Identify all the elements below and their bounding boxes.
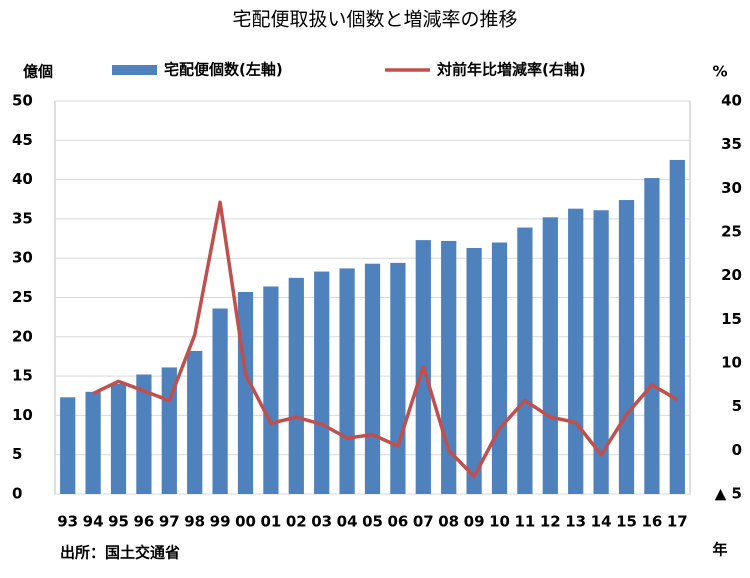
bar — [441, 240, 457, 494]
x-tick-label: 15 — [616, 513, 637, 531]
bar — [136, 374, 152, 494]
y2-tick-label: ▲ 5 — [715, 485, 742, 503]
bar — [390, 262, 406, 494]
bar — [364, 263, 381, 494]
bar — [517, 227, 533, 494]
y-tick-label: 25 — [12, 288, 33, 306]
bar — [60, 397, 76, 494]
x-tick-label: 11 — [514, 513, 535, 531]
x-tick-label: 10 — [489, 513, 510, 531]
bar — [669, 159, 685, 494]
x-tick-label: 02 — [286, 513, 307, 531]
y2-axis-label: % — [712, 63, 727, 81]
legend-label: 対前年比増減率(右軸) — [436, 61, 586, 79]
y-tick-label: 0 — [12, 485, 22, 503]
y-tick-label: 30 — [12, 249, 33, 267]
y-tick-label: 10 — [12, 406, 33, 424]
bar — [212, 308, 228, 494]
y-axis-label: 億個 — [23, 63, 53, 81]
x-tick-label: 93 — [57, 513, 78, 531]
x-tick-label: 07 — [413, 513, 434, 531]
y-tick-label: 45 — [12, 131, 33, 149]
y2-tick-label: 10 — [721, 354, 742, 372]
bar — [618, 200, 635, 494]
x-tick-label: 17 — [667, 513, 688, 531]
y2-tick-label: 35 — [721, 135, 742, 153]
x-tick-label: 12 — [540, 513, 561, 531]
y2-tick-label: 20 — [721, 266, 742, 284]
y2-tick-label: 5 — [732, 397, 742, 415]
y2-tick-label: 40 — [721, 92, 742, 110]
bar — [542, 217, 558, 494]
bar — [466, 247, 482, 494]
x-tick-label: 97 — [159, 513, 180, 531]
x-tick-label: 00 — [235, 513, 256, 531]
x-tick-label: 06 — [387, 513, 408, 531]
x-tick-label: 05 — [362, 513, 383, 531]
x-tick-label: 08 — [438, 513, 459, 531]
y-tick-label: 20 — [12, 327, 33, 345]
bar — [314, 271, 330, 494]
x-tick-label: 01 — [260, 513, 281, 531]
x-tick-label: 98 — [184, 513, 205, 531]
source: 出所：国土交通省 — [60, 544, 180, 562]
legend-label: 宅配便個数(左軸) — [164, 61, 283, 79]
bar — [593, 210, 609, 494]
x-axis-label: 年 — [712, 541, 727, 559]
chart-title: 宅配便取扱い個数と増減率の推移 — [232, 9, 517, 31]
x-tick-label: 13 — [565, 513, 586, 531]
y-tick-label: 15 — [12, 367, 33, 385]
bar — [85, 391, 101, 494]
bar — [288, 277, 304, 494]
legend-swatch — [112, 65, 157, 75]
y-tick-label: 40 — [12, 170, 33, 188]
x-tick-label: 14 — [591, 513, 612, 531]
y2-tick-label: 30 — [721, 179, 742, 197]
y-tick-label: 35 — [12, 209, 33, 227]
bar — [237, 291, 254, 494]
y2-tick-label: 15 — [721, 310, 742, 328]
bar — [339, 268, 355, 494]
bar — [110, 383, 127, 494]
x-tick-label: 99 — [210, 513, 231, 531]
line — [92, 200, 679, 479]
y-tick-label: 5 — [12, 445, 22, 463]
x-tick-label: 03 — [311, 513, 332, 531]
bar — [263, 286, 279, 494]
x-tick-label: 16 — [641, 513, 662, 531]
y2-tick-label: 0 — [732, 441, 742, 459]
bar — [187, 350, 203, 494]
bar — [644, 178, 660, 494]
y2-tick-label: 25 — [721, 223, 742, 241]
y-tick-label: 50 — [12, 92, 33, 110]
x-tick-label: 09 — [464, 513, 485, 531]
x-tick-label: 95 — [108, 513, 129, 531]
x-tick-label: 04 — [337, 513, 358, 531]
x-tick-label: 96 — [133, 513, 154, 531]
bar — [568, 208, 584, 494]
bar — [491, 242, 508, 494]
x-tick-label: 94 — [83, 513, 104, 531]
